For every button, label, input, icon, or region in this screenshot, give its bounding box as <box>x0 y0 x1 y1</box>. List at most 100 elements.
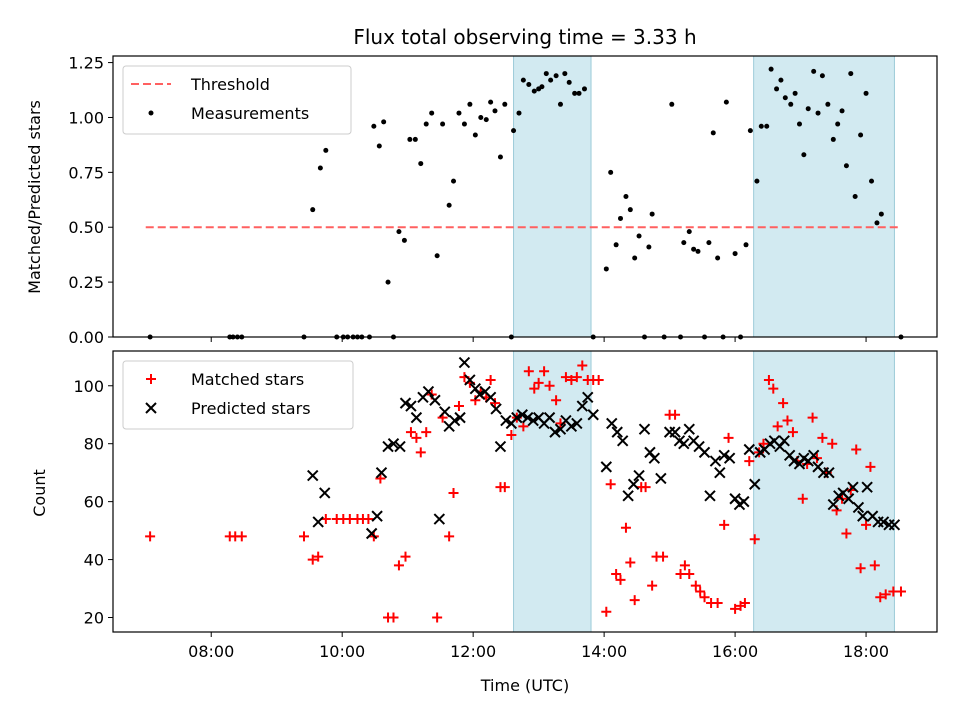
measurements-point <box>407 136 413 142</box>
measurements-point <box>566 79 572 85</box>
measurements-point <box>768 66 774 72</box>
matched-stars-point <box>647 580 658 591</box>
predicted-stars-point <box>312 516 324 528</box>
predicted-stars-point <box>847 481 859 493</box>
predicted-stars-point <box>454 411 466 424</box>
measurements-point <box>543 71 549 77</box>
predicted-stars-point <box>473 388 486 401</box>
measurements-point <box>706 240 712 246</box>
measurements-point <box>502 101 508 107</box>
bottom-y-tick-label: 100 <box>73 377 104 396</box>
measurements-point <box>539 84 545 90</box>
matched-stars-point <box>861 519 872 530</box>
matched-stars-point <box>670 409 681 420</box>
predicted-stars-point <box>877 516 890 528</box>
bottom-x-tick-label: 08:00 <box>188 642 234 661</box>
predicted-stars-point <box>494 440 507 453</box>
measurements-point <box>576 90 582 96</box>
matched-stars-point <box>615 574 626 585</box>
predicted-stars-point <box>683 423 695 435</box>
predicted-stars-point <box>723 452 736 464</box>
predicted-stars-point <box>439 406 451 418</box>
predicted-stars-point <box>484 391 497 404</box>
predicted-stars-point <box>778 435 790 447</box>
matched-stars-point <box>601 606 612 617</box>
matched-stars-point <box>145 531 156 542</box>
matched-stars-point <box>448 487 459 498</box>
predicted-stars-point <box>464 374 476 386</box>
predicted-stars-point <box>382 440 394 453</box>
matched-stars-point <box>421 427 432 438</box>
bottom-plot-frame <box>112 350 938 633</box>
matched-stars-point <box>684 569 695 580</box>
measurements-point <box>423 121 429 127</box>
predicted-stars-point <box>788 455 800 467</box>
matched-stars-point <box>679 560 690 571</box>
matched-stars-point <box>699 592 710 603</box>
bottom-x-tick-label: 10:00 <box>319 642 365 661</box>
matched-stars-point <box>400 551 411 562</box>
measurements-point <box>764 123 770 129</box>
predicted-stars-point <box>842 493 855 505</box>
matched-stars-point <box>529 383 540 394</box>
predicted-stars-point <box>611 426 623 438</box>
measurements-point <box>483 117 489 123</box>
matched-stars-point <box>577 360 588 371</box>
measurements-point <box>691 246 697 252</box>
matched-stars-point <box>763 374 774 385</box>
measurements-point <box>516 110 522 116</box>
predicted-stars-point <box>857 510 869 522</box>
predicted-stars-point <box>600 461 613 473</box>
x-axis-label: Time (UTC) <box>480 676 569 695</box>
measurements-point <box>723 99 729 105</box>
matched-stars-point <box>749 534 760 545</box>
bottom-shaded-region <box>753 351 895 632</box>
matched-stars-point <box>787 427 798 438</box>
matched-stars-point <box>744 456 755 467</box>
legend-matched-stars-marker <box>146 374 156 384</box>
matched-stars-point <box>411 432 422 443</box>
measurements-point <box>695 248 701 254</box>
matched-stars-point <box>782 415 793 426</box>
matched-stars-point <box>855 563 866 574</box>
bottom-x-tick-label: 16:00 <box>712 642 758 661</box>
measurements-point <box>754 178 760 184</box>
measurements-point <box>636 233 642 239</box>
matched-stars-point <box>640 482 651 493</box>
measurements-point <box>852 194 858 199</box>
predicted-stars-point <box>543 411 556 424</box>
predicted-stars-point <box>549 426 561 438</box>
top-y-tick-label: 0.25 <box>68 273 104 292</box>
top-legend-box <box>122 65 352 135</box>
matched-stars-point <box>690 580 701 591</box>
predicted-stars-point <box>511 411 523 424</box>
matched-stars-point <box>388 612 399 623</box>
measurements-point <box>835 121 841 127</box>
chart-title: Flux total observing time = 3.33 h <box>353 25 696 49</box>
matched-stars-point <box>807 412 818 423</box>
matched-stars-point <box>772 421 783 432</box>
matched-stars-point <box>895 586 906 597</box>
top-plot-frame <box>112 55 938 338</box>
predicted-stars-point <box>469 382 482 395</box>
measurements-point <box>526 82 532 88</box>
measurements-point <box>396 229 402 235</box>
measurements-point <box>371 123 377 129</box>
matched-stars-point <box>405 427 416 438</box>
predicted-stars-point <box>565 420 578 433</box>
predicted-stars-point <box>648 452 661 464</box>
matched-stars-point <box>307 554 318 565</box>
measurements-point <box>874 220 880 226</box>
measurements-point <box>646 244 652 250</box>
predicted-stars-point <box>638 423 651 435</box>
predicted-stars-point <box>852 501 865 514</box>
measurements-point <box>418 161 424 167</box>
measurements-point <box>617 215 623 221</box>
matched-stars-point <box>827 438 838 449</box>
matched-stars-point <box>778 398 789 409</box>
predicted-stars-point <box>718 449 730 461</box>
predicted-stars-point <box>365 527 378 540</box>
measurements-point <box>467 101 473 107</box>
predicted-stars-point <box>749 478 761 490</box>
